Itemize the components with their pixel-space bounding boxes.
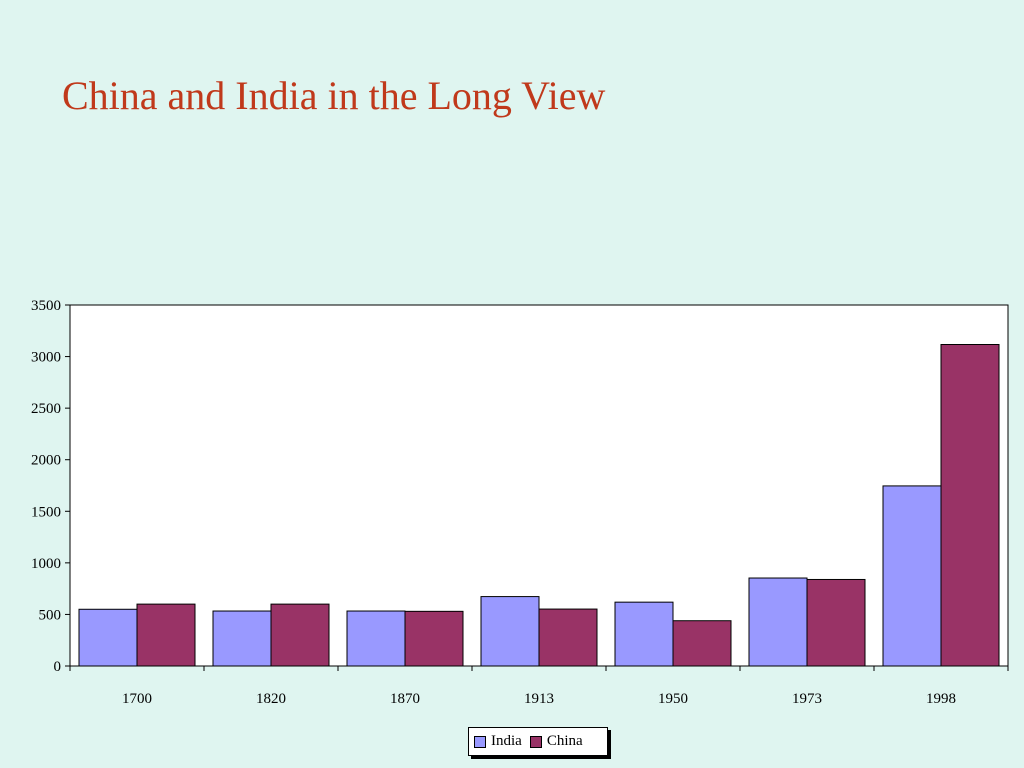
y-tick-label: 2000 <box>31 453 61 469</box>
y-tick-label: 1500 <box>31 504 61 520</box>
bar-china-1700 <box>136 603 196 667</box>
legend-swatch-china <box>529 735 542 748</box>
legend-item-india: India <box>474 733 522 750</box>
bar-india-1700 <box>78 608 138 667</box>
y-tick-label: 3000 <box>31 350 61 366</box>
y-tick-label: 3500 <box>31 298 61 314</box>
legend-label-china: China <box>546 733 583 749</box>
bar-china-1950 <box>672 620 732 667</box>
y-tick-label: 2500 <box>31 401 61 417</box>
y-axis: 0 500 1000 1500 2000 2500 3000 3500 <box>31 298 71 675</box>
x-tick-label: 1998 <box>926 691 956 707</box>
bar-india-1998 <box>882 485 942 667</box>
legend-swatch-india <box>474 735 486 748</box>
x-axis: 1700 1820 1870 1913 1950 1973 1998 <box>69 665 1009 707</box>
x-tick-label: 1973 <box>792 691 822 707</box>
bar-china-1870 <box>404 610 464 667</box>
bar-china-1998 <box>940 344 1000 667</box>
bar-china-1973 <box>806 578 866 667</box>
x-tick-label: 1820 <box>256 691 286 707</box>
y-tick-label: 0 <box>54 659 62 675</box>
legend: India China <box>468 727 608 756</box>
bar-india-1950 <box>614 601 674 667</box>
bar-india-1913 <box>480 596 540 667</box>
x-tick-label: 1700 <box>122 691 152 707</box>
bar-china-1913 <box>538 608 598 667</box>
slide-title: China and India in the Long View <box>62 73 606 118</box>
x-tick-label: 1870 <box>390 691 420 707</box>
bar-china-1820 <box>270 603 330 667</box>
x-tick-label: 1913 <box>524 691 554 707</box>
bars <box>78 344 1000 667</box>
y-tick-label: 500 <box>39 607 62 623</box>
legend-label-india: India <box>491 733 522 749</box>
bar-india-1973 <box>748 577 808 667</box>
y-tick-label: 1000 <box>31 556 61 572</box>
bar-india-1870 <box>346 610 406 667</box>
bar-india-1820 <box>212 610 272 667</box>
legend-item-china: China <box>529 733 583 750</box>
x-tick-label: 1950 <box>658 691 688 707</box>
